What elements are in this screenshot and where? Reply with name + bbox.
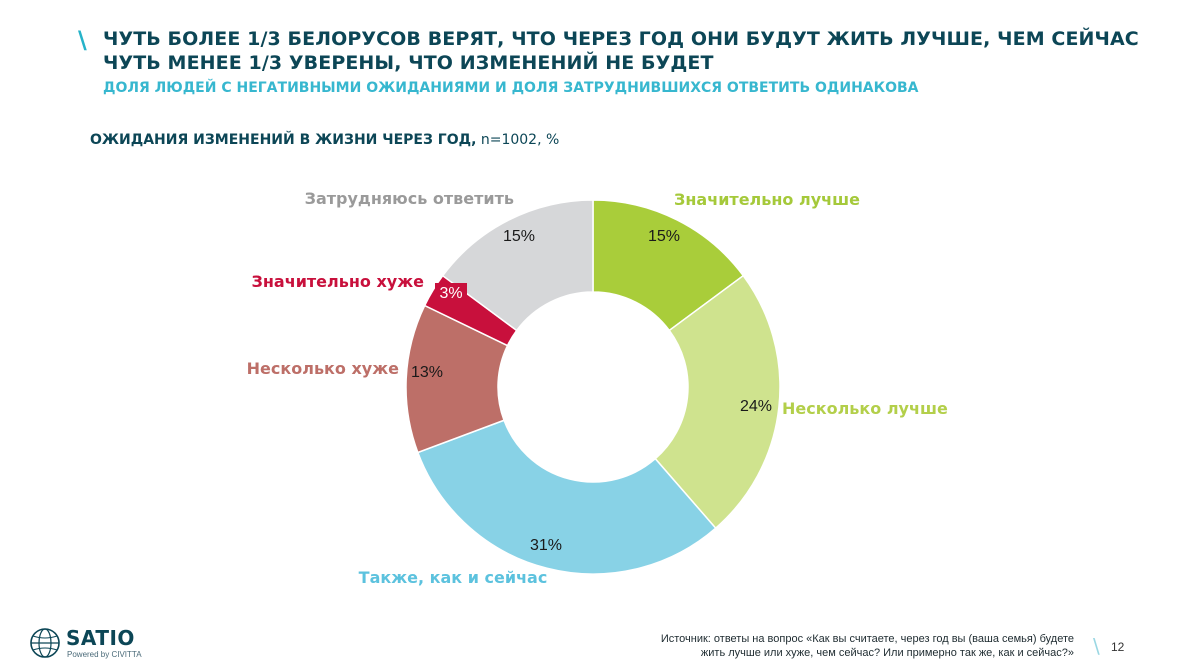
logo-text: SATIO	[66, 626, 135, 650]
value-label-2: 24%	[740, 398, 772, 415]
value-label-4: 13%	[411, 364, 443, 381]
chart-heading-bold: ОЖИДАНИЯ ИЗМЕНЕНИЙ В ЖИЗНИ ЧЕРЕЗ ГОД,	[90, 132, 477, 148]
donut-slice-1	[592, 199, 745, 332]
subtitle: ДОЛЯ ЛЮДЕЙ С НЕГАТИВНЫМИ ОЖИДАНИЯМИ И ДО…	[103, 80, 919, 96]
category-label-3: Также, как и сейчас	[359, 568, 548, 587]
donut-slice-3	[416, 419, 717, 575]
category-label-6: Затрудняюсь ответить	[305, 189, 514, 208]
category-label-2: Несколько лучше	[782, 399, 948, 418]
chart-heading-sample: n=1002, %	[476, 132, 560, 148]
page-number: 12	[1111, 640, 1125, 654]
value-label-6: 15%	[503, 228, 535, 245]
title-slash-icon: \	[78, 26, 87, 54]
value-label-5: 3%	[439, 285, 462, 302]
category-label-1: Значительно лучше	[674, 190, 860, 209]
chart-heading: ОЖИДАНИЯ ИЗМЕНЕНИЙ В ЖИЗНИ ЧЕРЕЗ ГОД, n=…	[90, 132, 559, 148]
page-slash-icon: \	[1093, 634, 1100, 658]
value-label-bg-5	[435, 283, 467, 303]
category-label-5: Значительно хуже	[251, 272, 424, 291]
title-line-1: ЧУТЬ БОЛЕЕ 1/3 БЕЛОРУСОВ ВЕРЯТ, ЧТО ЧЕРЕ…	[103, 28, 1139, 50]
value-label-1: 15%	[648, 228, 680, 245]
globe-icon	[30, 628, 60, 658]
source-line-2: жить лучше или хуже, чем сейчас? Или при…	[700, 647, 1074, 659]
donut-slice-2	[654, 274, 781, 530]
title-block: ЧУТЬ БОЛЕЕ 1/3 БЕЛОРУСОВ ВЕРЯТ, ЧТО ЧЕРЕ…	[103, 27, 1163, 98]
donut-slice-6	[441, 199, 594, 332]
source-line-1: Источник: ответы на вопрос «Как вы счита…	[660, 633, 1074, 645]
source-note: Источник: ответы на вопрос «Как вы счита…	[554, 632, 1074, 660]
title-line-2: ЧУТЬ МЕНЕЕ 1/3 УВЕРЕНЫ, ЧТО ИЗМЕНЕНИЙ НЕ…	[103, 52, 714, 74]
category-label-4: Несколько хуже	[247, 359, 400, 378]
value-label-3: 31%	[530, 537, 562, 554]
logo-subtext: Powered by CIVITTA	[67, 650, 142, 659]
satio-logo: SATIO Powered by CIVITTA	[28, 626, 168, 662]
